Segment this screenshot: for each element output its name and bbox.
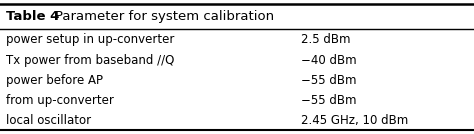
- Text: power setup in up-converter: power setup in up-converter: [6, 33, 174, 46]
- Text: power before AP: power before AP: [6, 74, 103, 87]
- Text: from up-converter: from up-converter: [6, 94, 114, 107]
- Text: −55 dBm: −55 dBm: [301, 94, 356, 107]
- Text: Table 4: Table 4: [6, 10, 59, 23]
- Text: −55 dBm: −55 dBm: [301, 74, 356, 87]
- Text: Tx power from baseband //Q: Tx power from baseband //Q: [6, 53, 174, 67]
- Text: local oscillator: local oscillator: [6, 114, 91, 127]
- Text: 2.45 GHz, 10 dBm: 2.45 GHz, 10 dBm: [301, 114, 408, 127]
- Text: Parameter for system calibration: Parameter for system calibration: [55, 10, 274, 23]
- Text: 2.5 dBm: 2.5 dBm: [301, 33, 350, 46]
- Text: −40 dBm: −40 dBm: [301, 53, 356, 67]
